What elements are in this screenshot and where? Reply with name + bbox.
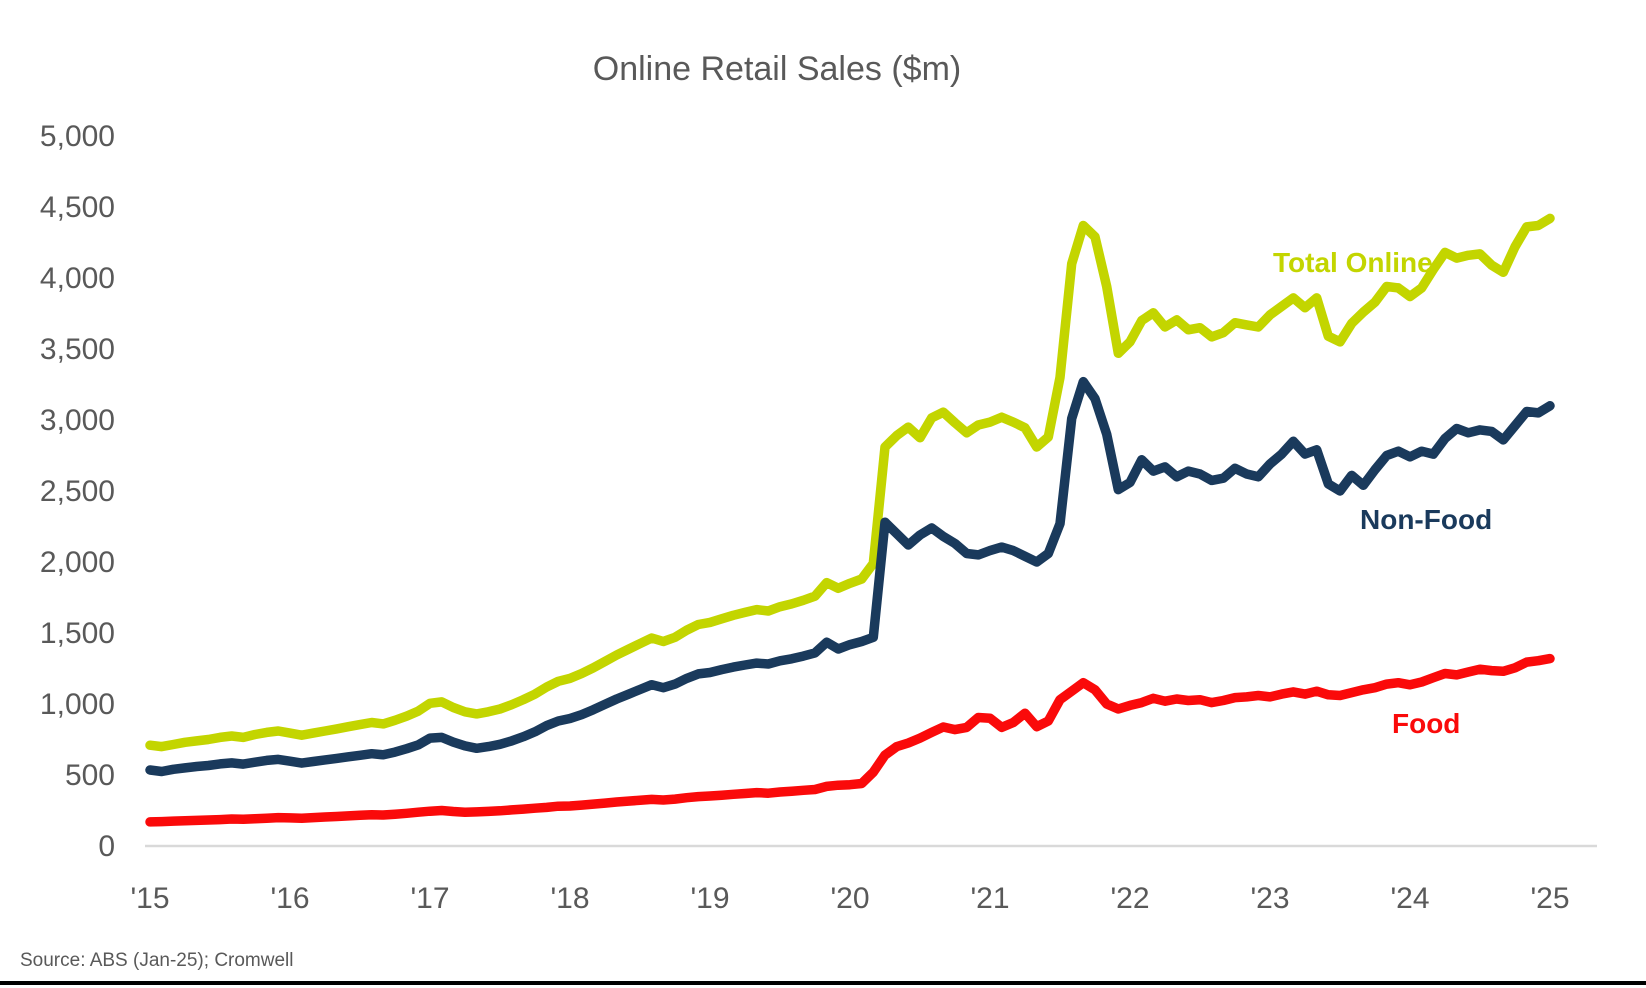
y-tick-label-4000: 4,000	[40, 262, 115, 295]
y-tick-label-4500: 4,500	[40, 191, 115, 224]
source-note: Source: ABS (Jan-25); Cromwell	[20, 950, 294, 971]
y-tick-label-5000: 5,000	[40, 120, 115, 153]
bottom-rule	[0, 981, 1646, 985]
y-tick-label-3500: 3,500	[40, 333, 115, 366]
x-tick-label-15: '15	[130, 882, 169, 915]
y-tick-label-1500: 1,500	[40, 617, 115, 650]
x-axis-tick-labels: '15 '16 '17 '18 '19 '20 '21 '22 '23 '24 '25	[130, 882, 1569, 915]
x-tick-label-17: '17	[410, 882, 449, 915]
x-tick-label-24: '24	[1390, 882, 1429, 915]
y-tick-label-3000: 3,000	[40, 404, 115, 437]
y-tick-label-2000: 2,000	[40, 546, 115, 579]
y-tick-label-0: 0	[98, 830, 115, 863]
series-lines	[145, 213, 1555, 827]
y-axis-tick-labels: 0 500 1,000 1,500 2,000 2,500 3,000 3,500 4,000 4…	[40, 120, 115, 863]
x-tick-label-20: '20	[830, 882, 869, 915]
y-tick-label-1000: 1,000	[40, 688, 115, 721]
food-line	[145, 653, 1555, 827]
x-tick-label-23: '23	[1250, 882, 1289, 915]
total-online-line	[145, 213, 1555, 752]
x-tick-label-25: '25	[1530, 882, 1569, 915]
chart-title: Online Retail Sales ($m)	[593, 50, 961, 88]
x-tick-label-22: '22	[1110, 882, 1149, 915]
x-tick-label-21: '21	[970, 882, 1009, 915]
series-label-total-online: Total Online	[1273, 247, 1433, 278]
series-label-food: Food	[1392, 708, 1460, 739]
non-food-line	[145, 376, 1555, 777]
y-tick-label-2500: 2,500	[40, 475, 115, 508]
x-tick-label-18: '18	[550, 882, 589, 915]
y-tick-label-500: 500	[65, 759, 115, 792]
x-tick-label-16: '16	[270, 882, 309, 915]
series-label-non-food: Non-Food	[1360, 504, 1492, 535]
x-tick-label-19: '19	[690, 882, 729, 915]
